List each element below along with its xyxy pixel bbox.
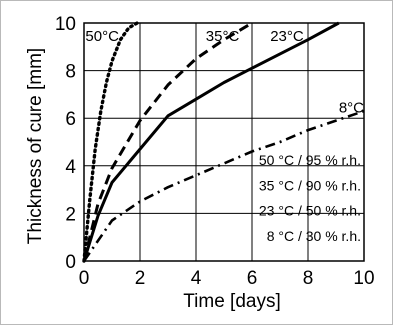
legend-entry: 23 °C / 50 % r.h. xyxy=(259,203,361,219)
curve-annotation: 23°C xyxy=(270,28,304,45)
legend-entry: 50 °C / 95 % r.h. xyxy=(259,152,361,168)
x-tick-label: 6 xyxy=(247,268,258,289)
x-tick-label: 4 xyxy=(191,268,202,289)
series-line-4 xyxy=(82,109,365,262)
x-tick-label: 10 xyxy=(353,268,374,289)
y-tick-label: 4 xyxy=(65,157,76,178)
series-line-3 xyxy=(82,21,340,262)
curve-annotation: 8°C xyxy=(339,99,364,116)
series-line-2 xyxy=(82,21,253,262)
x-tick-label: 2 xyxy=(135,268,146,289)
x-axis-label: Time [days] xyxy=(183,291,281,312)
legend-entry: 8 °C / 30 % r.h. xyxy=(267,228,361,244)
curve-annotation: 50°C xyxy=(85,28,119,45)
y-tick-label: 8 xyxy=(65,62,76,83)
y-tick-label: 2 xyxy=(65,204,76,225)
y-tick-label: 10 xyxy=(55,14,76,35)
y-tick-label: 0 xyxy=(65,252,76,273)
series-line-1 xyxy=(82,21,139,263)
x-tick-label: 0 xyxy=(79,268,90,289)
y-axis-label: Thickness of cure [mm] xyxy=(25,48,46,244)
legend-entry: 35 °C / 90 % r.h. xyxy=(259,177,361,193)
y-tick-label: 6 xyxy=(65,109,76,130)
plot-border xyxy=(83,22,365,262)
x-tick-label: 8 xyxy=(303,268,314,289)
curve-annotation: 35°C xyxy=(206,28,240,45)
